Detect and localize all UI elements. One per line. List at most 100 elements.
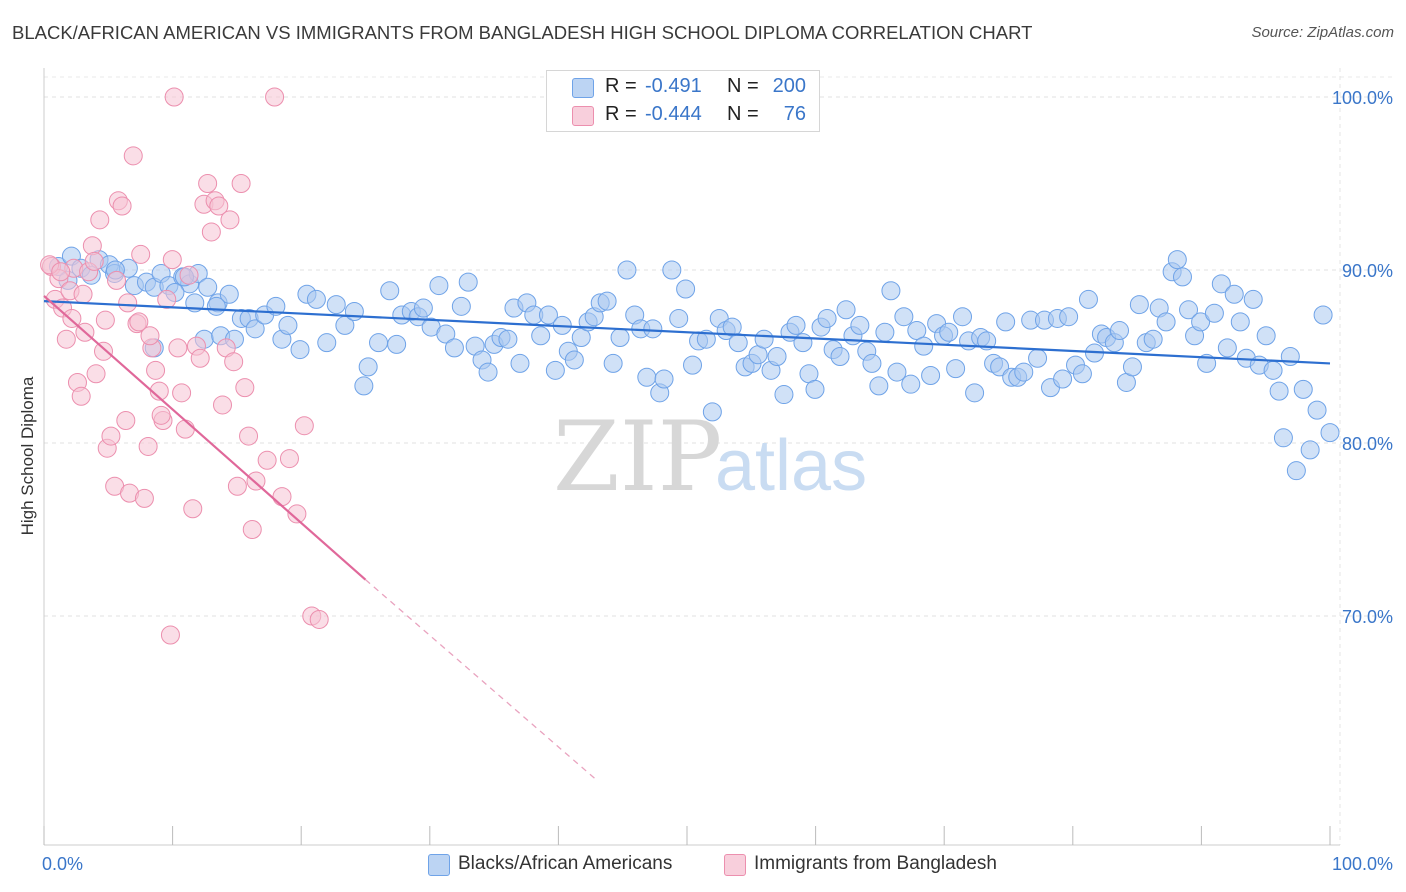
blacks-point bbox=[669, 308, 689, 328]
legend-row-bangladesh: R = -0.444 N = 76 bbox=[547, 101, 819, 129]
blacks-point bbox=[597, 291, 617, 311]
blacks-point bbox=[387, 334, 407, 354]
blacks-point bbox=[358, 357, 378, 377]
bangladesh-point bbox=[172, 383, 192, 403]
legend-label-bangladesh: Immigrants from Bangladesh bbox=[754, 853, 997, 874]
y-tick-labels: 100.0% 90.0% 80.0% 70.0% bbox=[1332, 88, 1393, 627]
blacks-point bbox=[413, 298, 433, 318]
x-tick-label-left: 0.0% bbox=[42, 854, 83, 874]
blacks-point bbox=[1256, 326, 1276, 346]
blacks-point bbox=[266, 296, 286, 316]
bangladesh-point bbox=[287, 504, 307, 524]
blacks-point bbox=[344, 302, 364, 322]
bangladesh-point bbox=[227, 476, 247, 496]
blacks-point bbox=[850, 315, 870, 335]
y-tick-label: 100.0% bbox=[1332, 88, 1393, 108]
blacks-point bbox=[444, 338, 464, 358]
blacks-point bbox=[1224, 284, 1244, 304]
blacks-point bbox=[767, 347, 787, 366]
bangladesh-point bbox=[235, 378, 255, 398]
blacks-point bbox=[683, 355, 703, 375]
blacks-point bbox=[1273, 428, 1293, 448]
blacks-point bbox=[354, 376, 374, 396]
blacks-point bbox=[1286, 461, 1306, 481]
blacks-point bbox=[1197, 353, 1217, 373]
bangladesh-point bbox=[183, 499, 203, 519]
legend-swatch-blacks bbox=[428, 854, 450, 876]
blacks-point bbox=[458, 272, 478, 292]
legend-row-blacks: R = -0.491 N = 200 bbox=[547, 73, 819, 101]
blacks-point bbox=[662, 260, 682, 280]
blacks-point bbox=[317, 333, 337, 353]
bangladesh-point bbox=[107, 270, 127, 290]
blacks-point bbox=[1072, 364, 1092, 384]
blacks-point bbox=[278, 315, 298, 335]
blacks-point bbox=[571, 327, 591, 347]
blacks-point bbox=[728, 333, 748, 353]
blacks-point bbox=[881, 281, 901, 301]
correlation-legend: R = -0.491 N = 200 R = -0.444 N = 76 bbox=[546, 70, 820, 132]
bangladesh-point bbox=[213, 395, 233, 415]
bangladesh-point bbox=[162, 250, 182, 270]
bangladesh-point bbox=[71, 386, 91, 406]
bangladesh-point bbox=[272, 487, 292, 507]
blacks-point bbox=[1172, 267, 1192, 287]
blacks-point bbox=[862, 353, 882, 373]
blacks-point bbox=[977, 331, 997, 351]
bangladesh-point bbox=[146, 360, 166, 380]
blacks-point bbox=[1307, 400, 1327, 420]
bangladesh-point bbox=[265, 87, 285, 107]
blacks-point bbox=[1191, 312, 1211, 332]
trend-line-bangladesh bbox=[43, 295, 367, 581]
n-value: 76 bbox=[783, 103, 806, 125]
blacks-point bbox=[538, 305, 558, 325]
blacks-point bbox=[946, 359, 966, 379]
blacks-point bbox=[498, 329, 518, 349]
blacks-point bbox=[478, 362, 498, 382]
axes bbox=[43, 68, 1340, 846]
bangladesh-point bbox=[129, 312, 149, 332]
blacks-point bbox=[786, 315, 806, 335]
bangladesh-point bbox=[198, 174, 218, 193]
blacks-point bbox=[996, 312, 1016, 332]
watermark-zip: ZIP bbox=[553, 401, 722, 513]
blacks-point bbox=[290, 340, 310, 360]
blacks-point bbox=[1053, 369, 1073, 389]
bangladesh-point bbox=[220, 210, 240, 230]
y-tick-label: 70.0% bbox=[1342, 607, 1393, 627]
blacks-point bbox=[219, 284, 239, 304]
blacks-point bbox=[1211, 274, 1231, 294]
chart-source: Source: ZipAtlas.com bbox=[1251, 24, 1394, 41]
blacks-point bbox=[1313, 305, 1333, 325]
x-ticks bbox=[43, 826, 1331, 845]
blacks-point bbox=[451, 296, 471, 316]
bangladesh-point bbox=[179, 265, 199, 285]
blacks-point bbox=[545, 360, 565, 380]
legend-label-blacks: Blacks/African Americans bbox=[458, 853, 673, 874]
blacks-point bbox=[914, 336, 934, 356]
blacks-point bbox=[875, 322, 895, 342]
bangladesh-point bbox=[95, 310, 115, 330]
blacks-point bbox=[887, 362, 907, 382]
blacks-point bbox=[1217, 338, 1237, 358]
blacks-point bbox=[702, 402, 722, 422]
chart-title: BLACK/AFRICAN AMERICAN VS IMMIGRANTS FRO… bbox=[12, 22, 1033, 43]
r-label: R = bbox=[605, 103, 637, 125]
bangladesh-point bbox=[190, 348, 210, 368]
blacks-point bbox=[907, 321, 927, 341]
bangladesh-point bbox=[201, 222, 221, 242]
bangladesh-point bbox=[116, 411, 136, 431]
series-legend: Blacks/African Americans Immigrants from… bbox=[0, 852, 1406, 878]
bangladesh-point bbox=[138, 436, 158, 456]
blacks-point bbox=[1293, 379, 1313, 399]
bangladesh-point bbox=[56, 329, 76, 349]
n-label: N = bbox=[727, 103, 759, 125]
blacks-point bbox=[953, 307, 973, 327]
bangladesh-point bbox=[309, 609, 329, 629]
blacks-point bbox=[921, 366, 941, 386]
bangladesh-point bbox=[62, 308, 82, 328]
blacks-point bbox=[380, 281, 400, 301]
bangladesh-point bbox=[84, 251, 104, 271]
watermark-atlas: atlas bbox=[715, 426, 867, 506]
r-label: R = bbox=[605, 75, 637, 97]
